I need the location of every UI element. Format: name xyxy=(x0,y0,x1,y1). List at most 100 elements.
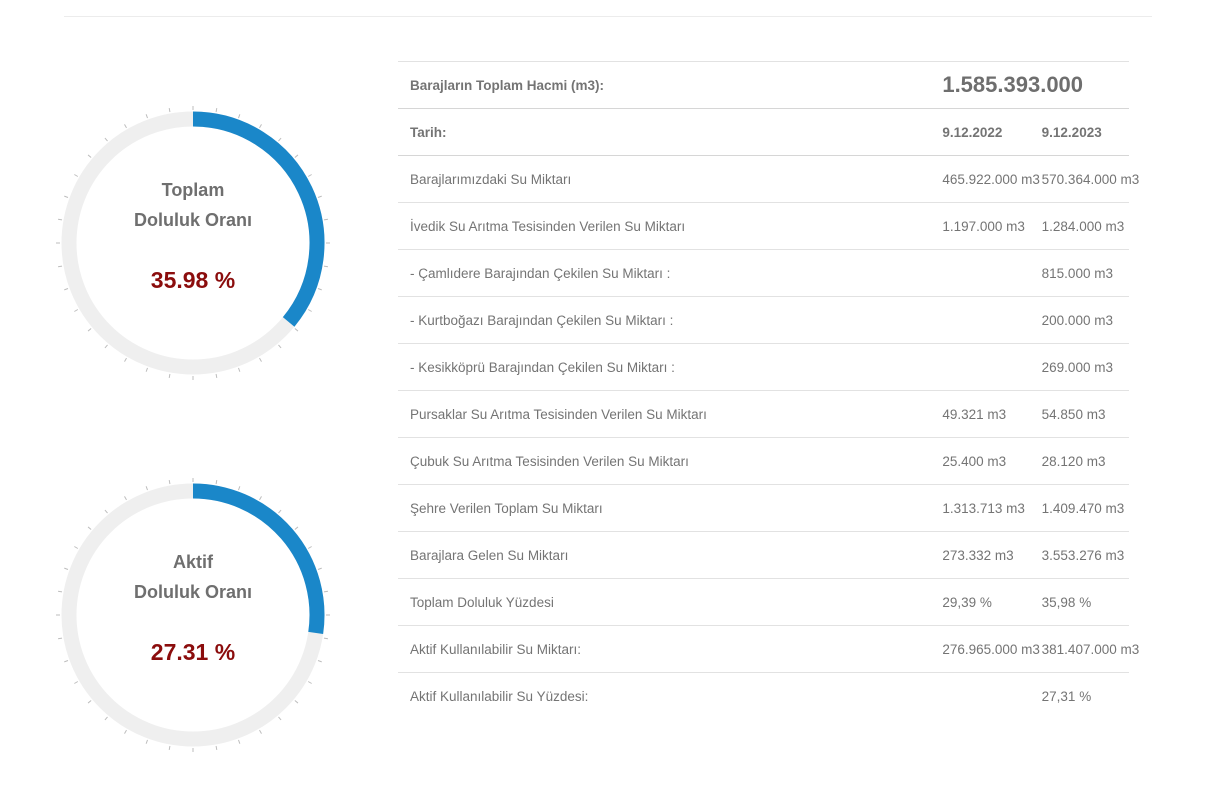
dam-statistics-table: Barajların Toplam Hacmi (m3): 1.585.393.… xyxy=(398,61,1139,719)
gauge-tick xyxy=(238,486,241,491)
date-header-row: Tarih: 9.12.2022 9.12.2023 xyxy=(398,108,1129,156)
table-row: Pursaklar Su Arıtma Tesisinden Verilen S… xyxy=(398,390,1129,438)
active-gauge-title-line1: Aktif xyxy=(173,552,213,572)
table-row: Şehre Verilen Toplam Su Miktarı 1.313.713… xyxy=(398,484,1129,532)
row-label: - Kurtboğazı Barajından Çekilen Su Mikta… xyxy=(398,296,931,344)
gauge-tick xyxy=(307,546,312,549)
gauge-tick xyxy=(215,479,218,485)
row-value-2022: 465.922.000 m3 xyxy=(930,155,1040,203)
gauge-tick xyxy=(317,660,322,663)
gauge-tick xyxy=(168,479,171,485)
gauge-tick xyxy=(145,739,148,744)
table-row: Barajlarımızdaki Su Miktarı 465.922.000 m… xyxy=(398,155,1139,203)
gauge-tick xyxy=(294,700,299,704)
gauge-tick xyxy=(57,265,63,268)
row-label: Aktif Kullanılabilir Su Miktarı: xyxy=(398,625,931,673)
total-volume-value-cell: 1.585.393.000 xyxy=(930,61,1129,109)
gauge-tick xyxy=(215,373,218,379)
row-value-2022: 49.321 m3 xyxy=(930,390,1030,438)
table-row: - Kurtboğazı Barajından Çekilen Su Mikta… xyxy=(398,296,1129,344)
gauge-tick xyxy=(64,195,69,198)
table-row: Çubuk Su Arıtma Tesisinden Verilen Su Mi… xyxy=(398,437,1129,485)
table-row: Barajlara Gelen Su Miktarı 273.332 m3 3.55… xyxy=(398,531,1129,579)
row-label: Barajlarımızdaki Su Miktarı xyxy=(398,155,931,203)
gauge-tick xyxy=(74,681,79,684)
gauge-tick xyxy=(74,174,79,177)
gauge-tick xyxy=(168,107,171,113)
table-row: - Kesikköprü Barajından Çekilen Su Mikta… xyxy=(398,343,1129,391)
gauge-fill-arc xyxy=(192,111,325,327)
gauge-tick xyxy=(259,124,262,129)
gauge-tick xyxy=(87,700,92,704)
row-label: Çubuk Su Arıtma Tesisinden Verilen Su Mi… xyxy=(398,437,931,485)
gauge-tick xyxy=(238,114,241,119)
gauge-tick xyxy=(124,496,127,501)
date-label: Tarih: xyxy=(398,108,931,156)
gauge-tick xyxy=(294,328,299,332)
gauge-tick xyxy=(57,590,63,593)
gauge-tick xyxy=(57,218,63,221)
row-value-2023: 1.284.000 m3 xyxy=(1029,202,1129,250)
row-label: - Çamlıdere Barajından Çekilen Su Miktar… xyxy=(398,249,931,297)
row-value-2022: 273.332 m3 xyxy=(930,531,1030,579)
gauge-tick xyxy=(74,546,79,549)
row-label: Toplam Doluluk Yüzdesi xyxy=(398,578,931,626)
row-value-2023: 28.120 m3 xyxy=(1029,437,1129,485)
gauge-tick xyxy=(104,716,108,721)
table-row: Aktif Kullanılabilir Su Yüzdesi: 27,31 % xyxy=(398,672,1129,719)
row-label: Barajlara Gelen Su Miktarı xyxy=(398,531,931,579)
gauge-tick xyxy=(124,729,127,734)
row-value-2023: 570.364.000 m3 xyxy=(1029,155,1139,203)
gauge-fill-arc xyxy=(192,483,325,635)
row-label: Şehre Verilen Toplam Su Miktarı xyxy=(398,484,931,532)
total-volume-label: Barajların Toplam Hacmi (m3): xyxy=(398,61,931,109)
row-value-2022: 1.313.713 m3 xyxy=(930,484,1030,532)
active-gauge-title-line2: Doluluk Oranı xyxy=(133,582,252,602)
gauge-tick xyxy=(307,681,312,684)
gauge-tick xyxy=(323,590,329,593)
gauge-tick xyxy=(317,567,322,570)
gauge-tick xyxy=(238,739,241,744)
gauge-tick xyxy=(307,309,312,312)
gauge-tick xyxy=(278,716,282,721)
row-value-2022 xyxy=(930,672,1030,719)
gauge-tick xyxy=(168,745,171,751)
gauge-tick xyxy=(259,729,262,734)
row-value-2022: 25.400 m3 xyxy=(930,437,1030,485)
row-value-2023: 269.000 m3 xyxy=(1029,343,1129,391)
row-value-2023: 35,98 % xyxy=(1029,578,1129,626)
gauge-tick xyxy=(323,265,329,268)
total-volume-value: 1.585.393.000 xyxy=(942,72,1084,97)
row-value-2022 xyxy=(930,343,1030,391)
gauge-tick xyxy=(64,288,69,291)
gauge-tick xyxy=(259,357,262,362)
gauge-tick xyxy=(74,309,79,312)
gauge-tick xyxy=(307,174,312,177)
row-label: Pursaklar Su Arıtma Tesisinden Verilen S… xyxy=(398,390,931,438)
gauge-tick xyxy=(87,154,92,158)
gauge-tick xyxy=(294,154,299,158)
row-value-2023: 815.000 m3 xyxy=(1029,249,1129,297)
active-fill-gauge-ring xyxy=(56,478,330,752)
gauge-tick xyxy=(104,137,108,142)
gauge-tick xyxy=(317,195,322,198)
row-label: Aktif Kullanılabilir Su Yüzdesi: xyxy=(398,672,931,719)
gauge-tick xyxy=(168,373,171,379)
gauge-tick xyxy=(145,367,148,372)
row-value-2022: 276.965.000 m3 xyxy=(930,625,1040,673)
total-fill-gauge-ring xyxy=(56,106,330,380)
total-volume-row: Barajların Toplam Hacmi (m3): 1.585.393.… xyxy=(398,61,1129,109)
gauge-tick xyxy=(323,218,329,221)
gauge-tick xyxy=(124,124,127,129)
total-gauge-value: 35.98 % xyxy=(150,267,236,293)
gauge-tick xyxy=(323,637,329,640)
gauge-tick xyxy=(215,107,218,113)
gauge-tick xyxy=(145,114,148,119)
row-value-2023: 1.409.470 m3 xyxy=(1029,484,1129,532)
top-divider xyxy=(64,16,1152,17)
row-value-2023: 3.553.276 m3 xyxy=(1029,531,1129,579)
gauge-tick xyxy=(278,509,282,514)
gauge-tick xyxy=(294,526,299,530)
row-value-2023: 200.000 m3 xyxy=(1029,296,1129,344)
table-row: İvedik Su Arıtma Tesisinden Verilen Su M… xyxy=(398,202,1129,250)
